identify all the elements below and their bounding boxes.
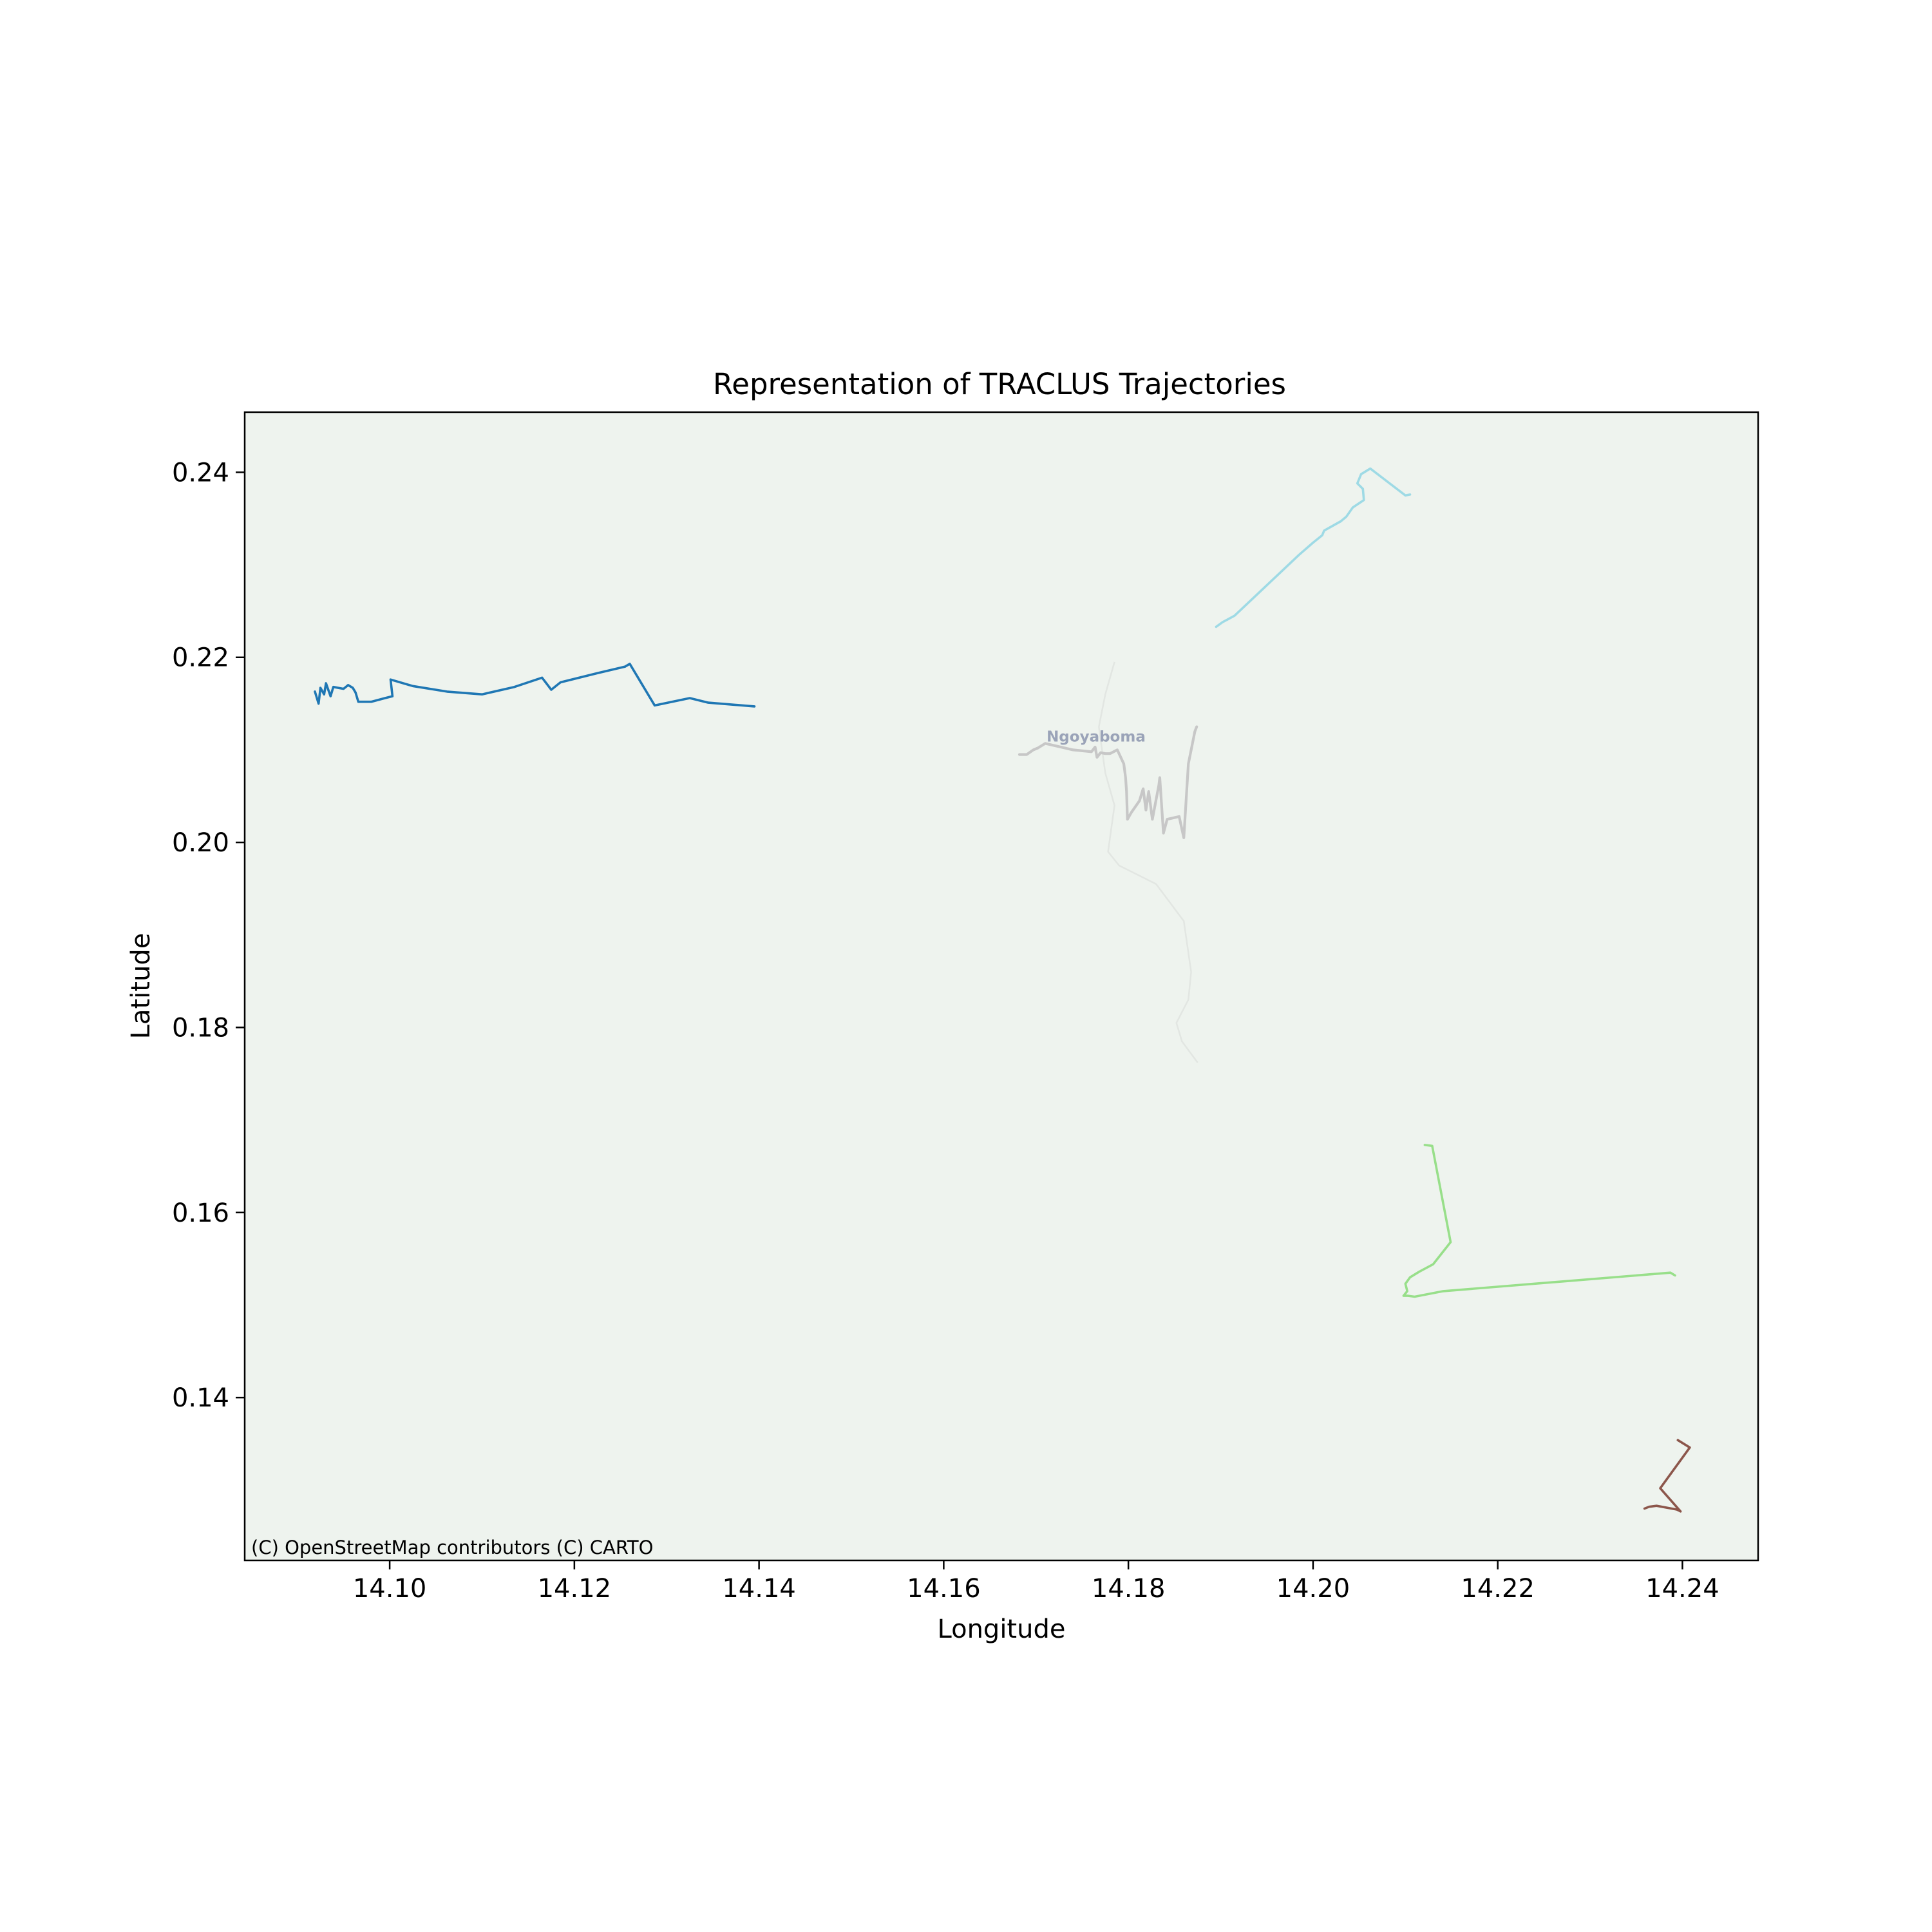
y-tick-label: 0.16 <box>172 1198 229 1228</box>
x-tick-label: 14.16 <box>907 1574 981 1604</box>
x-tick-label: 14.24 <box>1645 1574 1719 1604</box>
y-tick-label: 0.18 <box>172 1013 229 1043</box>
trajectory-line-4 <box>1402 1144 1676 1298</box>
y-axis-label: Latitude <box>126 933 156 1039</box>
y-tick-label: 0.22 <box>172 643 229 673</box>
y-tick-label: 0.24 <box>172 458 229 488</box>
x-axis: 14.10 14.12 14.14 14.16 14.18 14.20 14.22 14.24 <box>353 1560 1719 1604</box>
chart-title: Representation of TRACLUS Trajectories <box>713 367 1286 401</box>
x-tick-label: 14.22 <box>1461 1574 1535 1604</box>
y-axis: 0.14 0.16 0.18 0.20 0.22 0.24 <box>172 458 245 1413</box>
trajectory-line-3 <box>1018 725 1198 840</box>
y-tick-label: 0.14 <box>172 1383 229 1413</box>
y-tick-label: 0.20 <box>172 828 229 858</box>
x-axis-label: Longitude <box>938 1615 1066 1644</box>
plot-area: Ngoyaboma (C) OpenStreetMap contributors… <box>243 411 1759 1562</box>
x-tick-label: 14.18 <box>1092 1574 1166 1604</box>
x-tick-label: 14.10 <box>353 1574 427 1604</box>
x-tick-label: 14.20 <box>1276 1574 1350 1604</box>
x-tick-label: 14.14 <box>722 1574 796 1604</box>
basemap-place-label: Ngoyaboma <box>1046 728 1146 745</box>
trajectory-line-2 <box>1215 467 1412 629</box>
trajectory-line-5 <box>1643 1439 1691 1513</box>
map-attribution: (C) OpenStreetMap contributors (C) CARTO <box>251 1537 653 1558</box>
map-background <box>245 412 1758 1560</box>
basemap-road <box>1098 661 1198 1063</box>
plot-frame <box>243 411 1759 1562</box>
trajectory-series <box>314 467 1691 1513</box>
x-tick-label: 14.12 <box>538 1574 612 1604</box>
trajectory-line-1 <box>314 663 756 708</box>
